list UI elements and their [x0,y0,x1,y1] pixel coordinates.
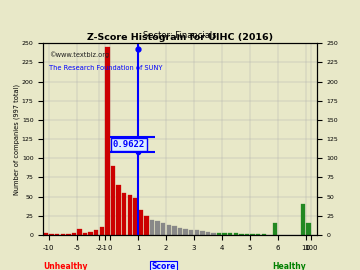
Bar [234,233,238,235]
Bar [122,193,126,235]
Bar [100,227,104,235]
Bar [178,228,182,235]
Bar [60,234,65,235]
Bar [111,166,115,235]
Bar [228,233,233,235]
Bar [239,234,244,235]
Text: Unhealthy: Unhealthy [43,262,87,270]
Y-axis label: Number of companies (997 total): Number of companies (997 total) [14,83,20,195]
Bar [72,233,76,235]
Bar [250,234,255,235]
Bar [261,234,266,235]
Text: Sector: Financials: Sector: Financials [143,31,217,40]
Bar [127,195,132,235]
Text: ©www.textbiz.org: ©www.textbiz.org [49,51,109,58]
Bar [306,223,311,235]
Bar [105,47,110,235]
Text: 0.9622: 0.9622 [113,140,145,149]
Bar [83,232,87,235]
Bar [139,210,143,235]
Bar [273,223,277,235]
Bar [172,227,177,235]
Bar [211,232,216,235]
Bar [200,231,204,235]
Bar [206,232,210,235]
Bar [144,216,149,235]
Bar [89,232,93,235]
Bar [66,234,71,235]
Bar [217,232,221,235]
Bar [256,234,260,235]
Bar [150,220,154,235]
Bar [222,233,227,235]
Text: Healthy: Healthy [273,262,306,270]
Bar [194,230,199,235]
Bar [189,230,193,235]
Text: The Research Foundation of SUNY: The Research Foundation of SUNY [49,65,162,71]
Bar [44,232,48,235]
Title: Z-Score Histogram for UIHC (2016): Z-Score Histogram for UIHC (2016) [87,33,273,42]
Bar [161,223,166,235]
Bar [49,234,54,235]
Bar [94,230,99,235]
Bar [77,229,82,235]
Text: Score: Score [152,262,176,270]
Bar [156,221,160,235]
Bar [183,229,188,235]
Bar [116,185,121,235]
Bar [245,234,249,235]
Bar [167,225,171,235]
Bar [301,204,305,235]
Bar [55,234,59,235]
Bar [133,198,138,235]
